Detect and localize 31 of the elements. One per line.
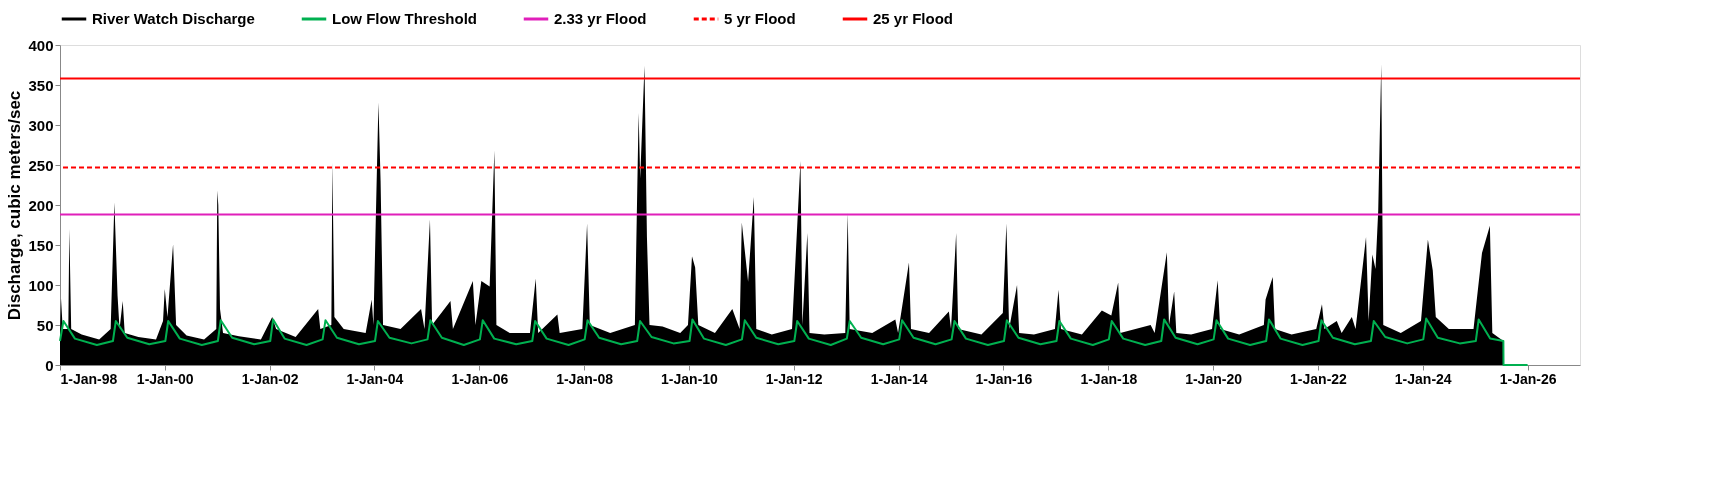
y-tick-label: 100 <box>28 276 54 294</box>
x-tick-label: 1-Jan-98 <box>60 370 118 387</box>
x-tick-label: 1-Jan-12 <box>765 370 823 387</box>
legend-label: River Watch Discharge <box>92 10 255 27</box>
x-tick-label: 1-Jan-00 <box>136 370 194 387</box>
y-tick-label: 300 <box>28 116 54 134</box>
legend-label: Low Flow Threshold <box>332 10 477 27</box>
legend-label: 25 yr Flood <box>873 10 954 27</box>
x-tick-label: 1-Jan-08 <box>556 370 614 387</box>
line-series <box>59 317 1529 366</box>
x-tick-label: 1-Jan-14 <box>870 370 928 387</box>
y-axis-title: Discharge, cubic meters/sec <box>5 90 25 321</box>
y-tick-label: 150 <box>28 236 54 254</box>
x-tick-label: 1-Jan-20 <box>1185 370 1243 387</box>
x-tick-label: 1-Jan-16 <box>975 370 1033 387</box>
y-tick-label: 250 <box>28 156 54 174</box>
x-tick-label: 1-Jan-04 <box>346 370 404 387</box>
x-tick-label: 1-Jan-02 <box>241 370 299 387</box>
x-tick-label: 1-Jan-26 <box>1499 370 1557 387</box>
x-tick-label: 1-Jan-24 <box>1394 370 1452 387</box>
y-tick-label: 200 <box>28 196 54 214</box>
x-tick-label: 1-Jan-22 <box>1290 370 1348 387</box>
legend-label: 2.33 yr Flood <box>554 10 647 27</box>
x-tick-label: 1-Jan-10 <box>661 370 719 387</box>
x-tick-label: 1-Jan-18 <box>1080 370 1138 387</box>
x-tick-label: 1-Jan-06 <box>451 370 509 387</box>
y-tick-label: 0 <box>45 356 54 374</box>
legend-label: 5 yr Flood <box>724 10 796 27</box>
y-tick-label: 400 <box>28 36 54 54</box>
y-tick-label: 350 <box>28 76 54 94</box>
y-tick-label: 50 <box>36 316 54 334</box>
